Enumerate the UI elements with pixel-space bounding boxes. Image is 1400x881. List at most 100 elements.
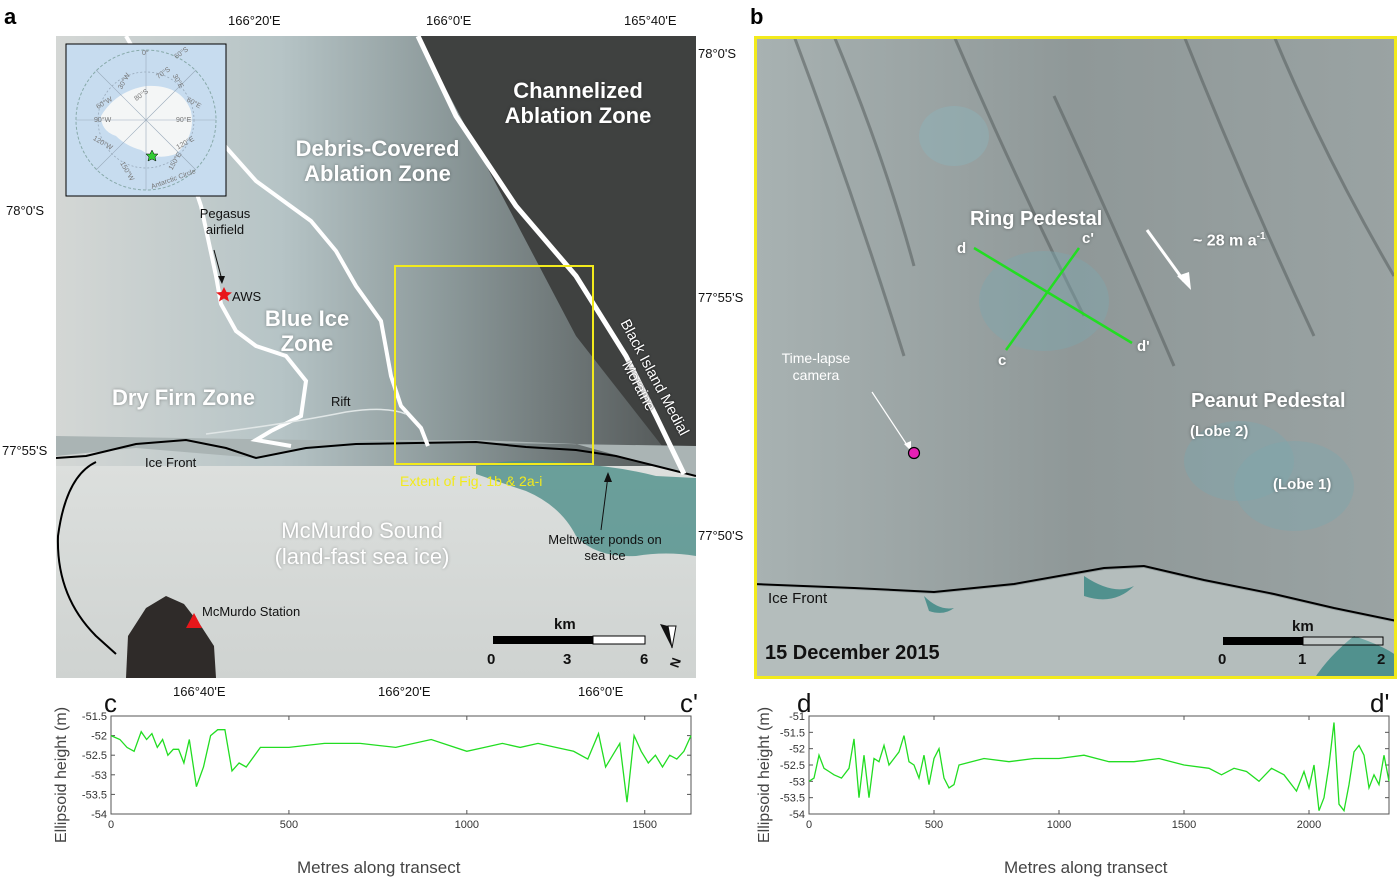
chart-c-ytick-label-2: -53 <box>91 770 107 782</box>
bottom-lon-1: 166°40'E <box>173 684 226 699</box>
panel-b-frame <box>754 36 1397 679</box>
chart-d-end-label: d' <box>1370 688 1390 718</box>
bottom-lon-2: 166°20'E <box>378 684 431 699</box>
chart-c-ytick-label-0: -54 <box>91 809 107 821</box>
chart-d-start-label: d <box>797 688 812 718</box>
transect-c-label: c <box>998 352 1007 369</box>
chart-c-xlabel: Metres along transect <box>297 858 461 877</box>
peanut-pedestal-label: Peanut Pedestal <box>1191 390 1346 412</box>
chart-c-ytick-label-1: -53.5 <box>82 789 107 801</box>
chart-d-xtick-label-4: 2000 <box>1297 819 1321 831</box>
chart-c-ytick-label-5: -51.5 <box>82 712 107 723</box>
scale-bar-a <box>493 635 646 645</box>
rift-line <box>205 408 407 435</box>
scale-b-tick-0: 0 <box>1218 651 1227 668</box>
channelized-boundary <box>415 36 687 476</box>
upper-pond <box>919 106 989 166</box>
meltwater-arrow <box>600 475 609 531</box>
transect-d-label: d <box>957 240 967 257</box>
left-lat-1: 78°0'S <box>6 203 45 218</box>
chart-d-xtick-label-0: 0 <box>806 819 812 831</box>
pegasus-label: Pegasus airfield <box>199 206 251 237</box>
left-lat-2: 77°55'S <box>2 443 48 458</box>
chart-c-ytick-label-3: -52.5 <box>82 750 107 762</box>
velocity-text: ~ 28 m a <box>1193 232 1257 250</box>
camera-leader <box>871 391 910 449</box>
ring-pedestal-shape <box>979 251 1109 351</box>
rift-label: Rift <box>331 394 351 409</box>
chart-d-ytick-label-3: -52.5 <box>780 760 805 772</box>
bottom-lon-3: 166°0'E <box>578 684 624 699</box>
chart-d-ytick-label-0: -54 <box>789 809 805 821</box>
velocity-arrow <box>1145 229 1191 290</box>
scale-a-tick-6: 6 <box>640 651 649 668</box>
right-lat-3: 77°50'S <box>698 528 744 543</box>
scale-a-unit: km <box>554 616 576 633</box>
chart-d-xtick-label-1: 500 <box>925 819 943 831</box>
inset-lon-90w: 90°W <box>94 117 112 124</box>
lobe-1-label: (Lobe 1) <box>1273 476 1332 493</box>
camera-arrowhead <box>904 441 911 451</box>
north-arrow <box>660 624 677 649</box>
right-lat-2: 77°55'S <box>698 290 744 305</box>
scale-b-unit: km <box>1292 618 1314 635</box>
right-lat-1: 78°0'S <box>698 46 737 61</box>
scale-a-tick-0: 0 <box>487 651 496 668</box>
transect-dprime-label: d' <box>1137 338 1150 355</box>
panel-a-label: a <box>4 4 17 29</box>
b-dark-streaks <box>792 36 1396 367</box>
chart-d-ytick-label-1: -53.5 <box>780 793 805 805</box>
chart-d-xtick-label-2: 1000 <box>1047 819 1071 831</box>
b-meltwater <box>924 576 1397 679</box>
map-a <box>56 36 696 678</box>
transect-cprime-label: c' <box>1082 230 1094 247</box>
chart-c-start-label: c <box>104 688 117 718</box>
pegasus-arrowhead <box>218 276 225 284</box>
scale-b-tick-1: 1 <box>1298 651 1307 668</box>
top-lon-2: 166°0'E <box>426 13 472 28</box>
transect-cc <box>1004 247 1081 351</box>
chart-d-ytick-label-5: -51.5 <box>780 727 805 739</box>
debris-boundary <box>214 134 430 447</box>
locator-inset <box>65 43 227 197</box>
transect-dd <box>973 246 1133 345</box>
ring-pedestal-label: Ring Pedestal <box>970 208 1103 230</box>
panel-b-label: b <box>750 4 764 29</box>
top-lon-1: 166°20'E <box>228 13 281 28</box>
zone-debris: Debris-Covered Ablation Zone <box>295 136 460 187</box>
lobe-2-label: (Lobe 2) <box>1190 423 1249 440</box>
chart-c-xtick-label-3: 1500 <box>633 819 657 831</box>
station-marker <box>186 613 202 628</box>
scale-bar-b <box>1223 636 1384 646</box>
zone-channelized: Channelized Ablation Zone <box>504 78 652 129</box>
inset-lon-0: 0° <box>142 50 149 57</box>
scale-a-tick-3: 3 <box>563 651 572 668</box>
chart-c-xtick-label-2: 1000 <box>455 819 479 831</box>
chart-c-end-label: c' <box>680 688 698 718</box>
ice-front-line <box>56 438 696 655</box>
velocity-label: ~ 28 m a-1 <box>1193 231 1266 250</box>
meltwater-arrowhead <box>604 472 612 482</box>
meltwater-label: Meltwater ponds on sea ice <box>548 532 662 563</box>
chart-d-ytick-label-2: -53 <box>789 776 805 788</box>
top-lon-3: 165°40'E <box>624 13 677 28</box>
peanut-lobe-1 <box>1234 441 1354 531</box>
chart-d-ytick-label-6: -51 <box>789 712 805 723</box>
pegasus-arrow <box>213 249 223 281</box>
ice-front-label-b: Ice Front <box>768 590 828 607</box>
chart-d: 0 500 1000 1500 2000 -54 -53.5 -53 -52.5 -52 -51.5… <box>780 712 1390 831</box>
meltwater-ponds <box>476 460 696 557</box>
chart-d-series-line <box>808 722 1390 813</box>
extent-label: Extent of Fig. 1b & 2a-i <box>400 473 543 489</box>
chart-c-ytick-label-4: -52 <box>91 731 107 743</box>
b-sea-below-front <box>754 568 1397 679</box>
chart-d-plot-area <box>808 715 1390 815</box>
extent-box <box>394 265 594 465</box>
station-label: McMurdo Station <box>202 604 301 619</box>
chart-c-series-line <box>110 729 692 803</box>
ice-front-label-a: Ice Front <box>145 455 197 470</box>
aws-marker <box>216 287 232 302</box>
date-label: 15 December 2015 <box>765 642 940 664</box>
aws-label: AWS <box>232 289 262 304</box>
camera-marker <box>907 446 921 460</box>
